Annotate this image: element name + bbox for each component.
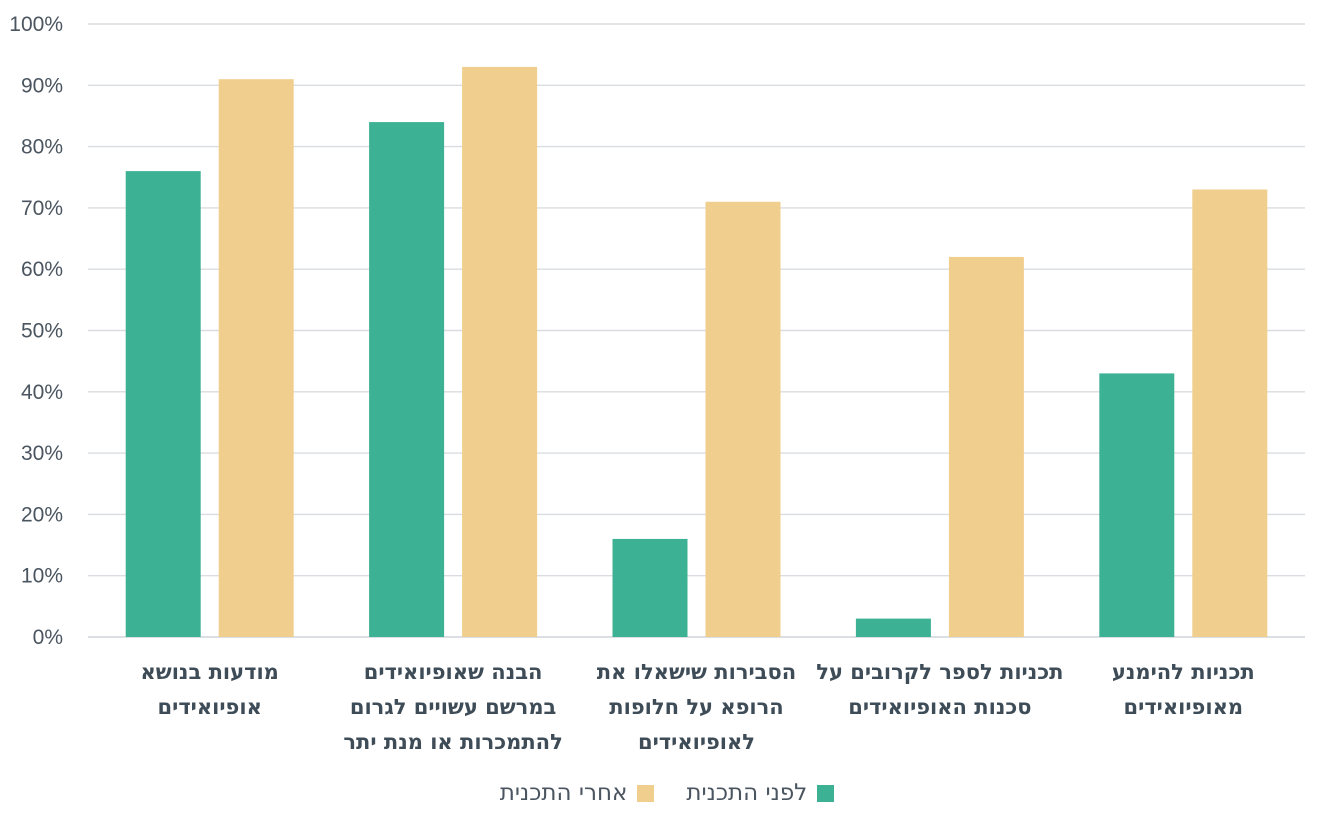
- category-label: לאופיואידים: [638, 730, 755, 754]
- bar-before: [1099, 373, 1175, 637]
- category-label: מאופיואידים: [1124, 695, 1244, 719]
- category-label: במרשם עשויים לגרום: [350, 695, 556, 719]
- y-tick-label: 50%: [21, 320, 63, 343]
- legend-swatch-before: [817, 784, 835, 802]
- y-tick-label: 0%: [33, 626, 63, 649]
- legend: לפני התכנית אחרי התכנית: [0, 780, 1334, 806]
- legend-item-after: אחרי התכנית: [500, 780, 655, 806]
- bar-before: [612, 538, 688, 637]
- y-tick-label: 70%: [21, 197, 63, 220]
- category-label: מודעות בנושא: [141, 660, 279, 684]
- category-label: הסבירות שישאלו את: [597, 660, 796, 684]
- y-tick-label: 10%: [21, 565, 63, 588]
- bar-after: [705, 201, 781, 637]
- bar-before: [125, 171, 201, 637]
- bar-before: [369, 122, 445, 637]
- y-tick-label: 80%: [21, 136, 63, 159]
- bars: [125, 66, 1268, 638]
- y-tick-label: 20%: [21, 503, 63, 526]
- legend-swatch-after: [637, 784, 655, 802]
- legend-label-after: אחרי התכנית: [499, 780, 628, 806]
- y-axis-ticks: 0% 10% 20% 30% 40% 50% 60% 70% 80% 90% 100%: [9, 13, 63, 649]
- y-tick-label: 60%: [21, 258, 63, 281]
- category-label: הבנה שאופיואידים: [364, 660, 543, 684]
- y-tick-label: 100%: [9, 13, 63, 36]
- bar-after: [462, 66, 538, 637]
- bar-after: [1192, 189, 1268, 637]
- bar-before: [855, 618, 931, 637]
- category-label: תכניות לספר לקרובים על: [816, 660, 1063, 684]
- category-label: אופיואידים: [158, 695, 262, 719]
- y-tick-label: 30%: [21, 442, 63, 465]
- legend-label-before: לפני התכנית: [686, 780, 808, 806]
- y-tick-label: 40%: [21, 381, 63, 404]
- legend-item-before: לפני התכנית: [686, 780, 835, 806]
- category-label: להתמכרות או מנת יתר: [343, 730, 562, 754]
- category-label: תכניות להימנע: [1112, 660, 1255, 684]
- category-label: הרופא על חלופות: [609, 695, 783, 719]
- category-label: סכנות האופיואידים: [848, 695, 1031, 719]
- bar-after: [948, 256, 1024, 637]
- bar-after: [218, 79, 294, 638]
- y-tick-label: 90%: [21, 74, 63, 97]
- x-axis-labels: מודעות בנושא אופיואידים הבנה שאופיואידים במ…: [141, 660, 1255, 754]
